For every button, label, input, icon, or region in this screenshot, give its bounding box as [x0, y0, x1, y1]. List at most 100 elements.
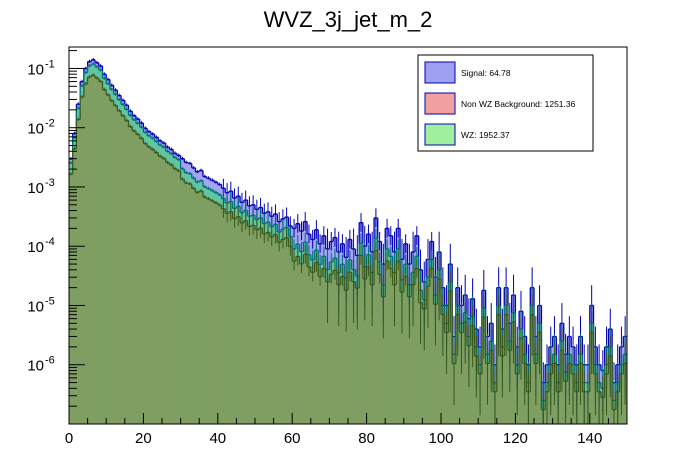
wz-bin-bar — [236, 216, 241, 424]
wz-bin-bar — [463, 322, 468, 424]
wz-bin-bar — [284, 237, 289, 424]
y-tick-label: 10 — [27, 61, 44, 78]
wz-bin-bar — [240, 222, 245, 424]
wz-bin-bar — [295, 256, 300, 424]
wz-bin-bar — [158, 156, 163, 424]
wz-bin-bar — [344, 290, 349, 424]
wz-bin-bar — [299, 263, 304, 424]
wz-bin-bar — [202, 197, 207, 424]
wz-bin-bar — [519, 338, 524, 424]
x-tick-label: 40 — [209, 430, 226, 447]
wz-bin-bar — [448, 291, 453, 424]
wz-bin-bar — [83, 83, 88, 425]
wz-bin-bar — [95, 78, 100, 425]
legend-label: Non WZ Background: 1251.36 — [461, 99, 576, 109]
wz-bin-bar — [455, 314, 460, 424]
wz-bin-bar — [381, 296, 386, 424]
wz-bin-bar — [403, 276, 408, 424]
x-tick-label: 80 — [358, 430, 375, 447]
wz-bin-bar — [214, 202, 219, 424]
wz-bin-bar — [139, 138, 144, 424]
y-tick-label: 10 — [27, 180, 44, 197]
wz-bin-bar — [228, 211, 233, 424]
wz-bin-bar — [348, 272, 353, 424]
wz-bin-bar — [437, 278, 442, 424]
wz-bin-bar — [69, 174, 74, 424]
wz-bin-bar — [269, 236, 274, 424]
x-tick-label: 140 — [577, 430, 602, 447]
wz-bin-bar — [128, 126, 133, 425]
wz-bin-bar — [91, 75, 96, 425]
y-axis: 10-110-210-310-410-510-6 — [27, 50, 85, 425]
wz-bin-bar — [266, 232, 271, 424]
wz-bin-bar — [429, 268, 434, 424]
wz-bin-bar — [113, 105, 118, 424]
wz-bin-bar — [377, 274, 382, 424]
wz-bin-bar — [188, 183, 193, 424]
wz-bin-bar — [411, 284, 416, 424]
wz-bin-bar — [217, 205, 222, 424]
wz-bin-bar — [176, 170, 181, 424]
wz-bin-bar — [87, 77, 92, 425]
wz-bin-bar — [191, 188, 196, 424]
wz-bin-bar — [199, 190, 204, 424]
wz-bin-bar — [162, 158, 167, 424]
wz-bin-bar — [396, 261, 401, 424]
x-axis: 0 20 40 60 80 100 120 140 — [65, 413, 628, 447]
wz-bin-bar — [154, 152, 159, 424]
wz-bin-bar — [325, 281, 330, 424]
wz-bin-bar — [355, 288, 360, 424]
y-tick-exponent: -6 — [45, 355, 55, 367]
wz-bin-bar — [273, 234, 278, 424]
wz-bin-bar — [470, 325, 475, 424]
wz-bin-bar — [310, 272, 315, 424]
wz-bin-bar — [414, 268, 419, 424]
y-tick-exponent: -3 — [45, 177, 55, 189]
y-tick-label: 10 — [27, 121, 44, 138]
wz-bin-bar — [426, 286, 431, 424]
wz-bin-bar — [329, 274, 334, 424]
wz-bin-bar — [400, 292, 405, 424]
wz-bin-bar — [385, 261, 390, 424]
wz-bin-bar — [184, 182, 189, 424]
y-tick-label: 10 — [27, 239, 44, 256]
wz-bin-bar — [195, 192, 200, 424]
wz-bin-bar — [288, 246, 293, 424]
wz-bin-bar — [109, 100, 114, 424]
wz-bin-bar — [281, 239, 286, 424]
wz-bin-bar — [147, 146, 152, 424]
wz-bin-bar — [374, 250, 379, 424]
wz-bin-bar — [511, 322, 516, 424]
legend-label: Signal: 64.78 — [461, 68, 511, 78]
wz-bin-bar — [121, 115, 126, 424]
y-tick-exponent: -5 — [45, 295, 55, 307]
wz-bin-bar — [392, 284, 397, 424]
wz-bin-bar — [72, 148, 77, 425]
wz-bin-bar — [359, 255, 364, 424]
wz-bin-bar — [143, 143, 148, 424]
wz-bin-bar — [418, 302, 423, 424]
chart-title: WVZ_3j_jet_m_2 — [264, 7, 433, 32]
wz-bin-bar — [333, 270, 338, 424]
wz-bin-bar — [481, 317, 486, 424]
error-bars — [70, 57, 626, 424]
legend-label: WZ: 1952.37 — [461, 130, 510, 140]
legend-swatch — [424, 92, 456, 115]
wz-bin-bar — [210, 200, 215, 424]
wz-bin-bar — [173, 168, 178, 424]
wz-bin-bar — [362, 278, 367, 424]
x-tick-label: 100 — [428, 430, 453, 447]
y-tick-exponent: -2 — [45, 118, 55, 130]
legend: Signal: 64.78 Non WZ Background: 1251.36 W… — [417, 54, 594, 152]
wz-bin-bar — [351, 281, 356, 424]
wz-bin-bar — [441, 314, 446, 424]
x-tick-label: 60 — [284, 430, 301, 447]
wz-bin-bar — [504, 314, 509, 424]
wz-bin-bar — [76, 119, 81, 424]
y-tick-label: 10 — [27, 298, 44, 315]
wz-bin-bar — [98, 81, 103, 424]
wz-bin-bar — [132, 130, 137, 424]
wz-bin-bar — [243, 220, 248, 424]
wz-bin-bar — [80, 96, 85, 424]
wz-bin-bar — [314, 262, 319, 424]
